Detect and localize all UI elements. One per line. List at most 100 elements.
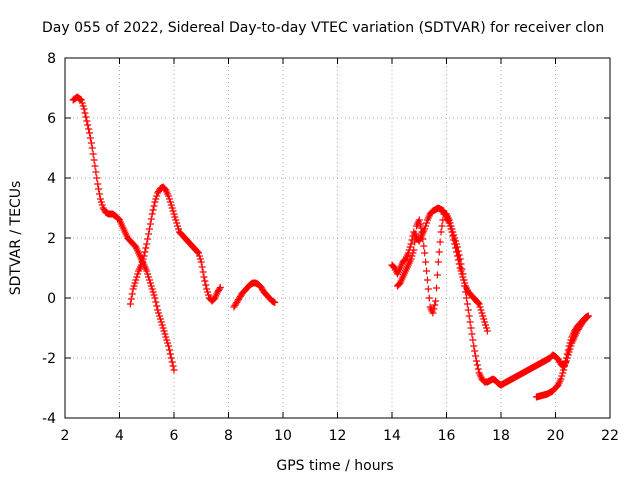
data-point xyxy=(98,201,106,209)
data-point xyxy=(169,207,177,215)
data-point xyxy=(201,277,209,285)
data-point xyxy=(475,300,483,308)
data-point xyxy=(431,301,439,309)
series-track-a xyxy=(69,93,178,374)
data-point xyxy=(467,324,475,332)
data-point xyxy=(150,291,158,299)
data-point xyxy=(175,225,183,233)
data-point xyxy=(145,225,153,233)
data-point xyxy=(156,315,164,323)
data-point xyxy=(91,162,99,170)
data-point xyxy=(419,235,427,243)
data-point xyxy=(566,339,574,347)
data-point xyxy=(423,276,431,284)
data-point xyxy=(166,350,174,358)
data-point xyxy=(171,213,179,221)
data-point xyxy=(195,249,203,257)
data-point xyxy=(407,240,415,248)
data-point xyxy=(147,282,155,290)
data-point xyxy=(133,273,141,281)
data-point xyxy=(215,285,223,293)
data-point xyxy=(422,258,430,266)
data-point xyxy=(562,354,570,362)
data-point xyxy=(149,206,157,214)
data-point xyxy=(166,198,174,206)
x-tick-label: 10 xyxy=(274,428,292,444)
y-tick-label: 4 xyxy=(47,171,56,187)
data-point xyxy=(174,222,182,230)
data-point xyxy=(168,204,176,212)
data-point xyxy=(198,263,206,271)
data-point xyxy=(456,255,464,263)
data-point xyxy=(423,267,431,275)
data-point xyxy=(468,330,476,338)
data-point xyxy=(165,195,173,203)
data-point xyxy=(126,300,134,308)
data-point xyxy=(92,168,100,176)
data-point xyxy=(146,220,154,228)
data-point xyxy=(167,201,175,209)
data-point xyxy=(415,216,423,224)
data-point xyxy=(410,246,418,254)
data-point xyxy=(129,285,137,293)
data-point xyxy=(558,372,566,380)
data-point xyxy=(96,190,104,198)
data-point xyxy=(433,284,441,292)
series-track-b xyxy=(126,183,224,308)
data-point xyxy=(557,375,565,383)
data-point xyxy=(407,255,415,263)
data-point xyxy=(160,327,168,335)
data-point xyxy=(152,298,160,306)
data-point xyxy=(438,222,446,230)
data-point xyxy=(462,294,470,302)
axis-ticks: 2 4 6 8 10 12 14 16 18 20 22 -4 -2 0 2 4 6 8 xyxy=(42,51,619,444)
x-tick-label: 6 xyxy=(170,428,179,444)
y-tick-label: 2 xyxy=(47,231,56,247)
data-point xyxy=(86,129,94,137)
data-point xyxy=(79,102,87,110)
data-point xyxy=(417,224,425,232)
x-axis-label: GPS time / hours xyxy=(276,458,393,474)
data-point xyxy=(482,321,490,329)
data-point xyxy=(130,282,138,290)
data-point xyxy=(164,339,172,347)
data-point xyxy=(153,192,161,200)
data-point xyxy=(131,279,139,287)
data-point xyxy=(95,185,103,193)
data-point xyxy=(87,139,95,147)
data-point xyxy=(479,312,487,320)
data-point xyxy=(148,210,156,218)
data-point xyxy=(561,358,569,366)
data-point xyxy=(425,294,433,302)
y-tick-label: -2 xyxy=(42,351,56,367)
data-point xyxy=(474,365,482,373)
data-point xyxy=(483,327,491,335)
data-point xyxy=(474,298,482,306)
data-point xyxy=(162,333,170,341)
data-point xyxy=(139,255,147,263)
data-point xyxy=(88,144,96,152)
data-point xyxy=(439,216,447,224)
x-tick-label: 2 xyxy=(61,428,70,444)
series-track-e xyxy=(393,210,505,389)
data-point xyxy=(81,109,89,117)
data-point xyxy=(146,279,154,287)
data-point xyxy=(406,243,414,251)
data-point xyxy=(423,219,431,227)
data-point xyxy=(478,309,486,317)
data-point xyxy=(424,285,432,293)
data-point xyxy=(195,252,203,260)
data-point xyxy=(203,285,211,293)
data-point xyxy=(465,312,473,320)
data-point xyxy=(482,324,490,332)
data-point xyxy=(446,219,454,227)
data-point xyxy=(173,219,181,227)
data-point xyxy=(448,225,456,233)
data-point xyxy=(90,156,98,164)
data-point xyxy=(144,270,152,278)
y-tick-label: -4 xyxy=(42,411,56,427)
data-point xyxy=(145,276,153,284)
data-point xyxy=(145,230,153,238)
data-point xyxy=(80,105,88,113)
